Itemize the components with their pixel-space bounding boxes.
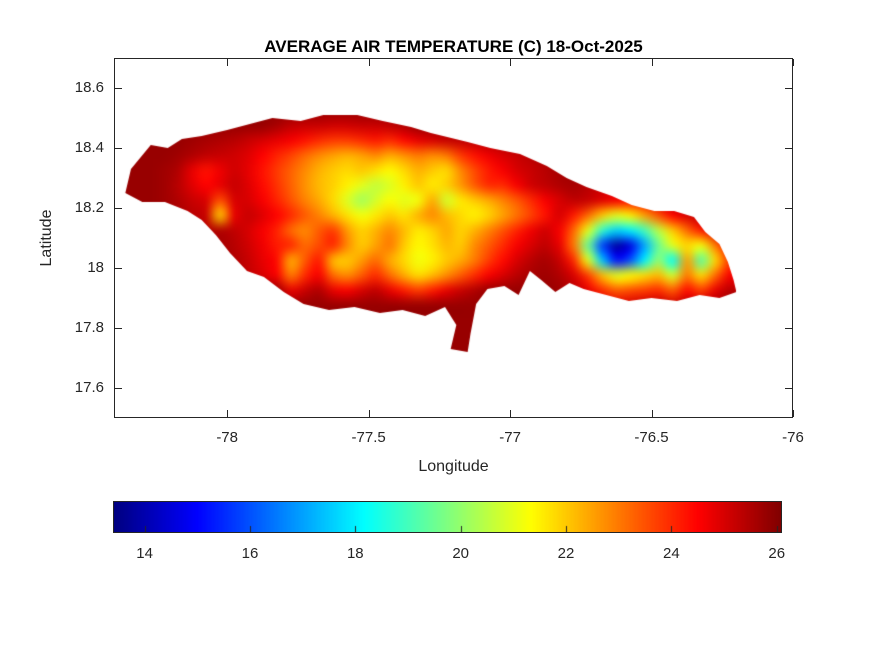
x-tick-mark [792, 59, 794, 66]
x-tick-label: -77.5 [351, 429, 386, 446]
x-tick-mark [651, 59, 653, 66]
x-tick-mark [368, 59, 370, 66]
colorbar-tick-label: 18 [346, 545, 364, 562]
colorbar-tick-label: 22 [557, 545, 575, 562]
y-tick-mark [115, 147, 122, 149]
y-tick-mark [785, 87, 792, 89]
y-tick-mark [785, 267, 792, 269]
colorbar-tick-label: 14 [136, 545, 153, 562]
x-tick-mark [651, 410, 653, 417]
y-tick-mark [785, 147, 792, 149]
colorbar-tick-label: 16 [241, 545, 259, 562]
colorbar-tick-label: 20 [452, 545, 469, 562]
x-tick-label: -76 [782, 429, 804, 446]
colorbar [113, 501, 782, 533]
temperature-map-canvas [114, 58, 793, 418]
colorbar-border [113, 501, 782, 533]
y-tick-mark [115, 267, 122, 269]
x-tick-mark [792, 410, 794, 417]
y-tick-mark [115, 87, 122, 89]
y-tick-mark [115, 387, 122, 389]
x-tick-label: -78 [216, 429, 238, 446]
x-tick-mark [509, 59, 511, 66]
x-tick-label: -76.5 [634, 429, 669, 446]
x-tick-mark [226, 410, 228, 417]
y-tick-mark [785, 327, 792, 329]
x-tick-mark [226, 59, 228, 66]
x-tick-mark [509, 410, 511, 417]
y-tick-label: 18.4 [74, 139, 104, 156]
colorbar-tick-label: 26 [768, 545, 786, 562]
y-tick-mark [115, 327, 122, 329]
y-tick-mark [785, 207, 792, 209]
y-tick-label: 17.8 [74, 319, 104, 336]
plot-title: AVERAGE AIR TEMPERATURE (C) 18-Oct-2025 [264, 37, 643, 56]
y-tick-label: 17.6 [74, 379, 104, 396]
colorbar-tick-label: 24 [663, 545, 680, 562]
x-axis-label: Longitude [418, 458, 489, 475]
y-tick-label: 18 [87, 259, 104, 276]
x-tick-label: -77 [499, 429, 521, 446]
y-tick-mark [785, 387, 792, 389]
plot-border [114, 58, 793, 418]
y-axis-label: Latitude [38, 209, 55, 267]
y-tick-label: 18.6 [74, 79, 104, 96]
x-tick-mark [368, 410, 370, 417]
y-tick-mark [115, 207, 122, 209]
y-tick-label: 18.2 [74, 199, 104, 216]
